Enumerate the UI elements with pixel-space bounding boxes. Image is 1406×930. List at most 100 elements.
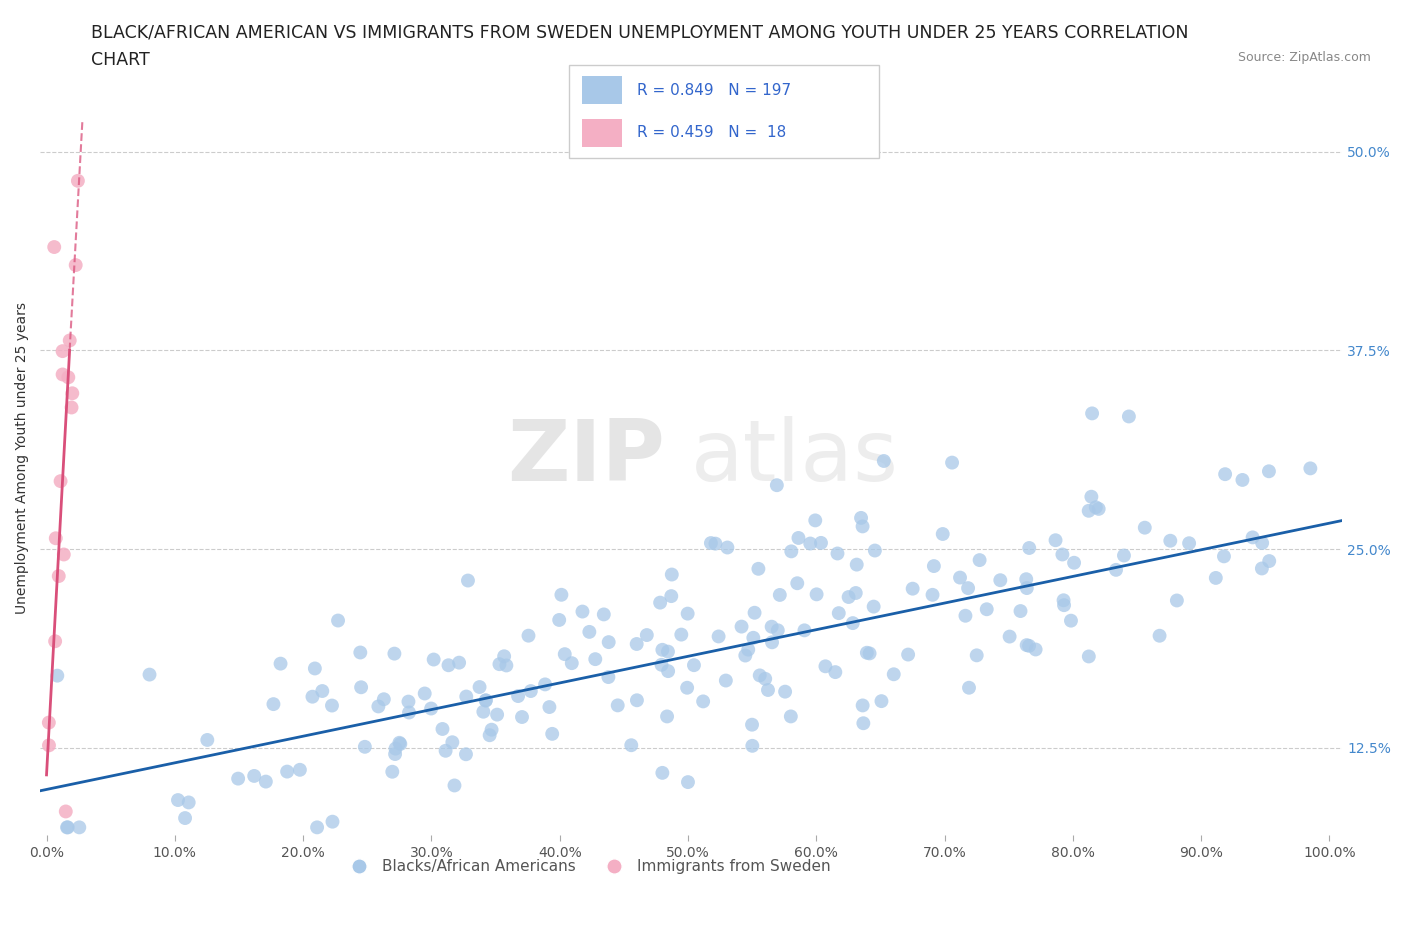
Point bbox=[468, 680, 491, 695]
Point bbox=[56, 820, 79, 835]
Point bbox=[676, 606, 699, 621]
Point bbox=[538, 699, 561, 714]
Point bbox=[856, 645, 879, 660]
Point bbox=[676, 681, 699, 696]
Point bbox=[852, 716, 875, 731]
Point bbox=[1052, 592, 1074, 607]
Point bbox=[799, 536, 821, 551]
Point bbox=[747, 562, 769, 577]
Point bbox=[66, 173, 89, 188]
Text: ZIP: ZIP bbox=[508, 417, 665, 499]
Point bbox=[478, 728, 501, 743]
Point bbox=[773, 684, 796, 699]
Point bbox=[592, 607, 614, 622]
Point bbox=[44, 240, 66, 255]
Point bbox=[1063, 555, 1085, 570]
Point bbox=[373, 692, 395, 707]
Point bbox=[494, 649, 516, 664]
Point bbox=[167, 792, 190, 807]
Point bbox=[506, 688, 529, 703]
Point bbox=[1159, 533, 1181, 548]
Point bbox=[1025, 642, 1047, 657]
Point bbox=[67, 820, 90, 835]
Point bbox=[65, 258, 87, 272]
Point bbox=[1250, 561, 1272, 576]
Point bbox=[561, 656, 583, 671]
Point bbox=[1087, 501, 1109, 516]
Point bbox=[700, 536, 723, 551]
Point bbox=[510, 710, 533, 724]
Point bbox=[1080, 489, 1102, 504]
Point bbox=[1052, 547, 1074, 562]
Bar bbox=[582, 76, 621, 104]
Point bbox=[976, 602, 998, 617]
Point bbox=[657, 644, 679, 659]
Point bbox=[350, 680, 373, 695]
Point bbox=[174, 811, 197, 826]
Point bbox=[932, 526, 955, 541]
Point bbox=[742, 631, 765, 645]
Point bbox=[495, 658, 517, 673]
Point bbox=[475, 693, 498, 708]
Point bbox=[883, 667, 905, 682]
Point bbox=[301, 689, 323, 704]
Point bbox=[626, 636, 648, 651]
Point bbox=[1018, 540, 1040, 555]
Point bbox=[321, 698, 343, 713]
Point bbox=[761, 619, 783, 634]
Point bbox=[254, 774, 277, 789]
Point bbox=[60, 386, 83, 401]
Point bbox=[474, 693, 496, 708]
Point bbox=[827, 546, 849, 561]
Point bbox=[606, 698, 628, 712]
Point bbox=[49, 473, 72, 488]
Point bbox=[534, 677, 557, 692]
Point bbox=[1077, 649, 1099, 664]
Point bbox=[966, 648, 988, 663]
Point bbox=[748, 668, 770, 683]
Point bbox=[845, 557, 868, 572]
Point bbox=[52, 547, 75, 562]
Point bbox=[578, 624, 600, 639]
Point bbox=[45, 531, 67, 546]
Point bbox=[901, 581, 924, 596]
Point bbox=[52, 367, 75, 382]
Point bbox=[741, 738, 763, 753]
Point bbox=[659, 589, 682, 604]
Point bbox=[420, 701, 443, 716]
Point bbox=[457, 573, 479, 588]
Point bbox=[949, 570, 972, 585]
Point bbox=[716, 540, 738, 555]
Text: Source: ZipAtlas.com: Source: ZipAtlas.com bbox=[1237, 51, 1371, 64]
Point bbox=[941, 455, 963, 470]
Point bbox=[307, 820, 329, 835]
Point bbox=[1205, 570, 1227, 585]
Point bbox=[1258, 553, 1281, 568]
Point bbox=[1213, 549, 1236, 564]
Point bbox=[845, 586, 868, 601]
Point bbox=[548, 613, 571, 628]
Point bbox=[384, 747, 406, 762]
Point bbox=[44, 634, 66, 649]
Point bbox=[488, 657, 510, 671]
Point bbox=[620, 737, 643, 752]
Text: R = 0.849   N = 197: R = 0.849 N = 197 bbox=[637, 83, 792, 98]
Point bbox=[1015, 638, 1038, 653]
Point bbox=[704, 537, 727, 551]
Text: BLACK/AFRICAN AMERICAN VS IMMIGRANTS FROM SWEDEN UNEMPLOYMENT AMONG YOUTH UNDER : BLACK/AFRICAN AMERICAN VS IMMIGRANTS FRO… bbox=[91, 23, 1189, 41]
Point bbox=[1018, 638, 1040, 653]
Point bbox=[1053, 598, 1076, 613]
Point bbox=[957, 580, 980, 595]
Y-axis label: Unemployment Among Youth under 25 years: Unemployment Among Youth under 25 years bbox=[15, 301, 30, 614]
Point bbox=[921, 588, 943, 603]
Point bbox=[481, 723, 503, 737]
Point bbox=[1015, 572, 1038, 587]
Point bbox=[651, 765, 673, 780]
Point bbox=[793, 623, 815, 638]
Point bbox=[957, 681, 980, 696]
Point bbox=[354, 739, 377, 754]
Point bbox=[55, 804, 77, 819]
Point bbox=[779, 709, 801, 724]
Point bbox=[541, 726, 564, 741]
Point bbox=[730, 619, 752, 634]
